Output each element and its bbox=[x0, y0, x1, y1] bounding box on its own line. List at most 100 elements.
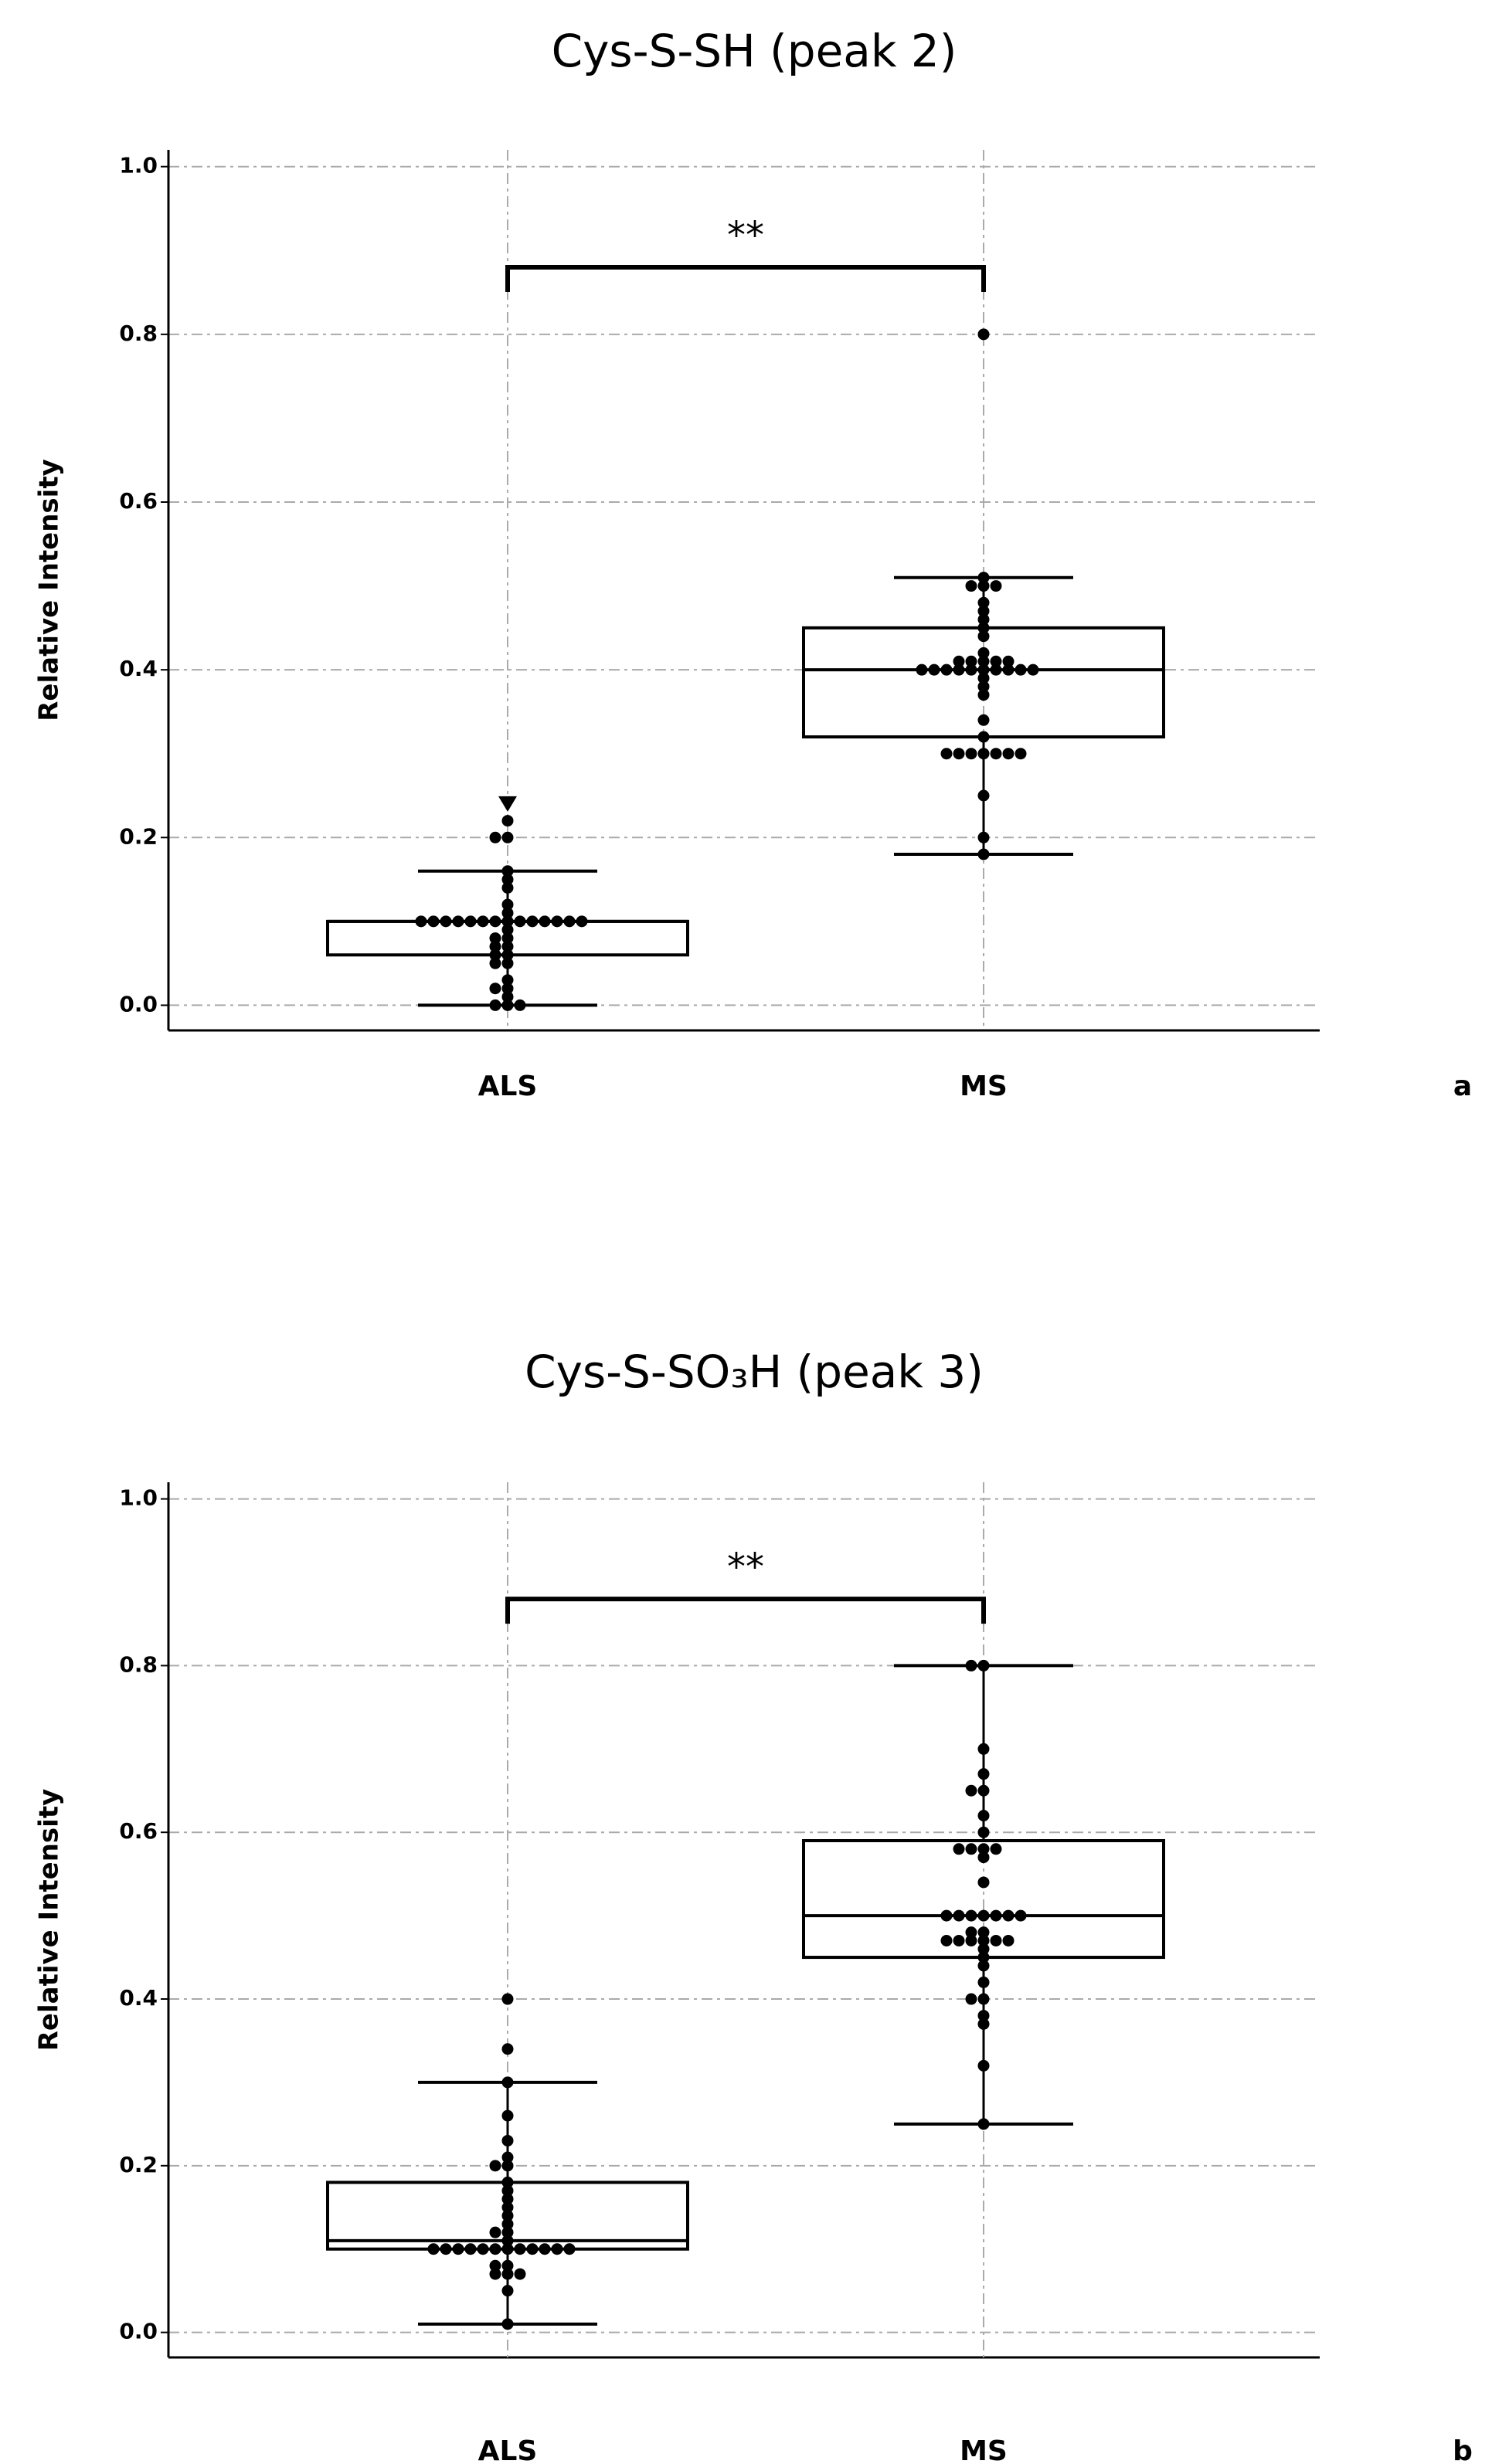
outlier bbox=[977, 328, 990, 341]
data-point bbox=[977, 680, 990, 693]
data-point bbox=[415, 915, 427, 928]
x-tick-label: MS bbox=[960, 2435, 1008, 2461]
data-point bbox=[489, 831, 501, 843]
data-point bbox=[977, 748, 990, 760]
data-point bbox=[551, 2243, 563, 2255]
data-point bbox=[965, 1926, 977, 1939]
data-point bbox=[977, 1993, 990, 2005]
data-point bbox=[501, 2218, 514, 2230]
data-point bbox=[526, 2243, 539, 2255]
significance-bracket bbox=[505, 265, 986, 292]
data-point bbox=[501, 2193, 514, 2205]
panel-label: a bbox=[1453, 1071, 1472, 1102]
data-point bbox=[940, 1934, 953, 1946]
data-point bbox=[916, 664, 928, 676]
data-point bbox=[990, 1934, 1002, 1946]
data-point bbox=[940, 664, 953, 676]
data-point bbox=[501, 907, 514, 919]
data-point bbox=[539, 915, 551, 928]
data-point bbox=[563, 2243, 576, 2255]
data-point bbox=[965, 1843, 977, 1855]
data-point bbox=[501, 2259, 514, 2272]
y-tick-label: 0.8 bbox=[119, 1651, 158, 1677]
data-point bbox=[1002, 748, 1014, 760]
data-point bbox=[965, 1909, 977, 1922]
data-point bbox=[977, 572, 990, 584]
data-point bbox=[977, 1810, 990, 1822]
data-point bbox=[539, 2243, 551, 2255]
data-point bbox=[501, 881, 514, 894]
data-point bbox=[965, 664, 977, 676]
data-point bbox=[990, 655, 1002, 667]
data-point bbox=[576, 915, 588, 928]
data-point bbox=[977, 1951, 990, 1963]
data-point bbox=[489, 2226, 501, 2238]
data-point bbox=[440, 915, 452, 928]
data-point bbox=[501, 2318, 514, 2330]
data-point bbox=[501, 2285, 514, 2297]
data-point bbox=[501, 2210, 514, 2222]
y-tick-label: 0.8 bbox=[119, 321, 158, 346]
data-point bbox=[990, 1909, 1002, 1922]
data-point bbox=[977, 647, 990, 659]
data-point bbox=[501, 2134, 514, 2147]
data-point bbox=[928, 664, 940, 676]
data-point bbox=[977, 613, 990, 626]
data-point bbox=[464, 915, 477, 928]
data-point bbox=[551, 915, 563, 928]
data-point bbox=[501, 915, 514, 928]
chart-title: Cys-S-SO₃H (peak 3) bbox=[525, 1346, 984, 1398]
data-point bbox=[427, 2243, 440, 2255]
data-point bbox=[977, 664, 990, 676]
data-point bbox=[977, 714, 990, 726]
data-point bbox=[953, 664, 965, 676]
data-point bbox=[1002, 655, 1014, 667]
y-tick-label: 0.6 bbox=[119, 488, 158, 514]
data-point bbox=[1002, 664, 1014, 676]
significance-label: ** bbox=[727, 1546, 764, 1589]
outlier bbox=[498, 796, 517, 812]
data-point bbox=[501, 924, 514, 936]
data-point bbox=[953, 1934, 965, 1946]
data-point bbox=[526, 915, 539, 928]
y-tick-label: 0.0 bbox=[119, 2319, 158, 2344]
data-point bbox=[940, 1909, 953, 1922]
data-point bbox=[953, 1909, 965, 1922]
data-point bbox=[501, 2268, 514, 2280]
data-point bbox=[501, 957, 514, 969]
data-point bbox=[977, 2010, 990, 2022]
data-point bbox=[977, 2018, 990, 2030]
data-point bbox=[977, 1743, 990, 1755]
data-point bbox=[501, 865, 514, 877]
y-tick-label: 0.4 bbox=[119, 656, 158, 681]
y-axis-label: Relative Intensity bbox=[34, 459, 65, 721]
data-point bbox=[427, 915, 440, 928]
data-point bbox=[977, 731, 990, 743]
significance-label: ** bbox=[727, 214, 764, 257]
data-point bbox=[977, 2059, 990, 2072]
data-point bbox=[953, 748, 965, 760]
data-point bbox=[965, 1784, 977, 1797]
data-point bbox=[489, 999, 501, 1011]
data-point bbox=[452, 915, 464, 928]
data-point bbox=[990, 1843, 1002, 1855]
data-point bbox=[1014, 664, 1027, 676]
data-point bbox=[977, 1943, 990, 1955]
data-point bbox=[489, 915, 501, 928]
data-point bbox=[501, 815, 514, 827]
data-point bbox=[977, 1784, 990, 1797]
y-tick-label: 0.2 bbox=[119, 823, 158, 849]
data-point bbox=[965, 1659, 977, 1672]
data-point bbox=[501, 2109, 514, 2122]
data-point bbox=[501, 949, 514, 961]
panel-label: b bbox=[1453, 2435, 1473, 2461]
significance-bracket bbox=[505, 1597, 986, 1624]
data-point bbox=[977, 1826, 990, 1838]
data-point bbox=[489, 949, 501, 961]
data-point bbox=[965, 748, 977, 760]
data-point bbox=[977, 789, 990, 802]
data-point bbox=[965, 580, 977, 592]
data-point bbox=[501, 2201, 514, 2214]
